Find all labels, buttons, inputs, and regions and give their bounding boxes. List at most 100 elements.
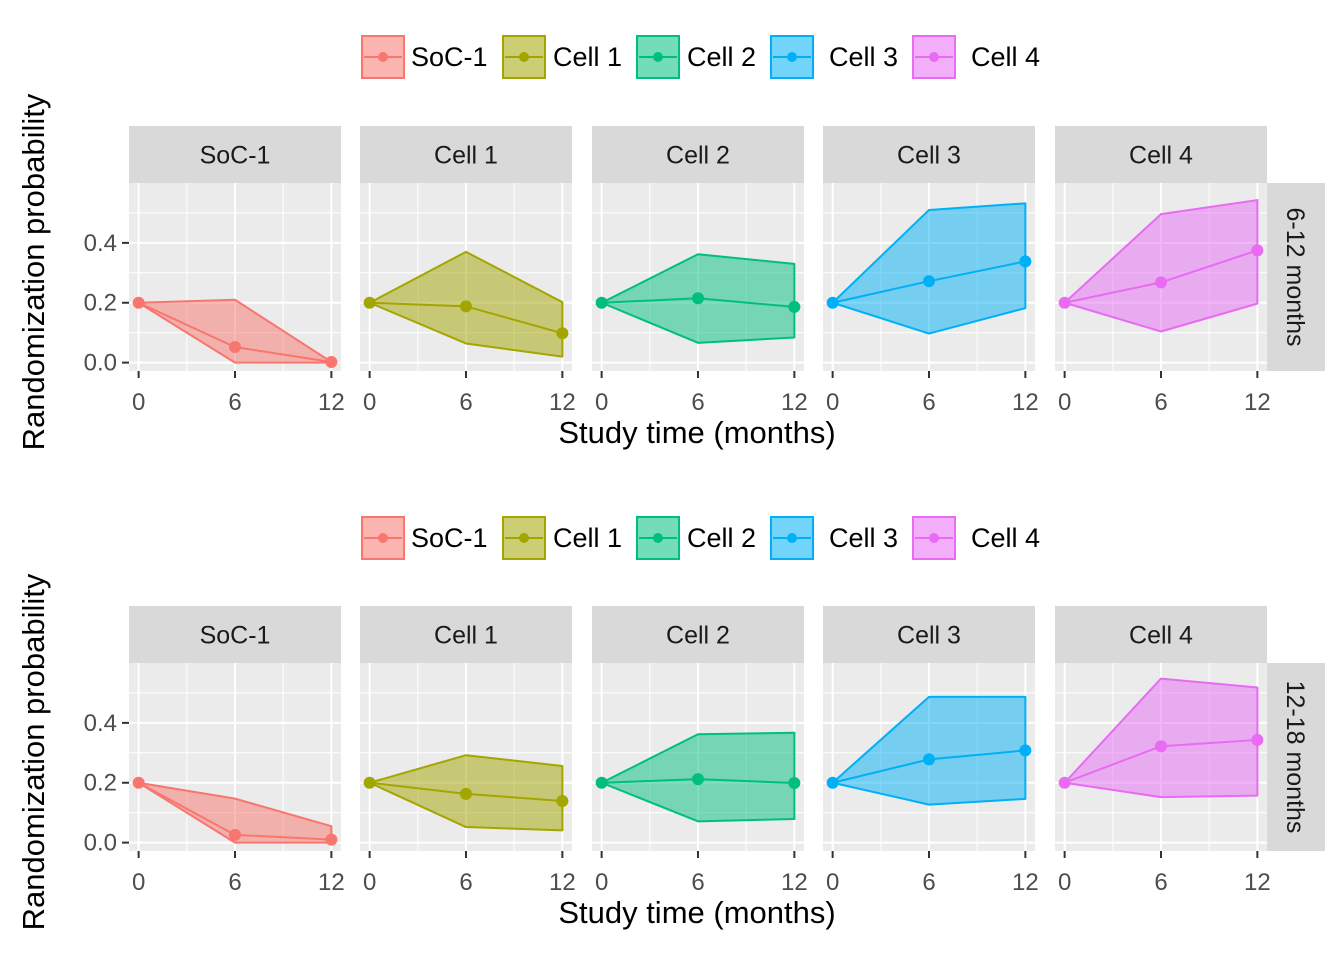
panel-strip-label: Cell 2	[666, 142, 730, 170]
legend-label-cell-2: Cell 2	[687, 523, 756, 553]
data-point	[460, 300, 472, 313]
panel-strip	[823, 126, 1035, 183]
legend-point-cell-1	[519, 533, 529, 543]
x-tick-label: 12	[781, 389, 808, 416]
data-point	[363, 296, 376, 309]
panel-strip-label: Cell 1	[434, 622, 498, 650]
panel-strip-label: Cell 4	[1129, 622, 1193, 650]
data-point	[229, 341, 241, 354]
data-point	[826, 776, 839, 789]
legend-point-soc-1	[378, 533, 388, 543]
legend-key-cell-3	[770, 516, 814, 560]
y-tick-label: 0.2	[84, 770, 117, 797]
panel-cell-2: Cell 2 0 6 12	[592, 126, 808, 416]
x-tick-label: 6	[228, 869, 241, 896]
row-strip	[1267, 183, 1325, 371]
legend-label-soc-1: SoC-1	[411, 42, 488, 72]
x-tick-label: 0	[595, 389, 608, 416]
panel-strip	[129, 126, 341, 183]
x-tick-label: 6	[459, 869, 472, 896]
panel-strip	[823, 606, 1035, 663]
data-point	[923, 753, 935, 766]
data-point	[229, 828, 241, 841]
y-tick-label: 0.0	[84, 830, 117, 857]
x-tick-label: 6	[459, 389, 472, 416]
x-tick-label: 12	[1244, 869, 1271, 896]
legend-key-cell-1	[502, 516, 546, 560]
row-strip-label: 6-12 months	[1281, 208, 1309, 347]
panel-cell-2: Cell 2 0 6 12	[592, 606, 808, 896]
data-point	[556, 327, 569, 340]
x-tick-label: 12	[1244, 389, 1271, 416]
x-tick-label: 0	[363, 869, 376, 896]
legend: SoC-1 Cell 1 Cell 2 Cell 3 Cell 4	[361, 35, 1040, 79]
panel-strip-label: Cell 4	[1129, 142, 1193, 170]
legend-point-cell-4	[929, 52, 939, 62]
data-point	[460, 787, 472, 800]
legend-key-cell-1	[502, 35, 546, 79]
x-tick-label: 0	[595, 869, 608, 896]
panel-cell-3: Cell 3 0 6 12	[823, 126, 1039, 416]
x-tick-label: 12	[318, 389, 345, 416]
legend-key-soc-1	[361, 516, 405, 560]
panel-strip-label: Cell 1	[434, 142, 498, 170]
legend: SoC-1 Cell 1 Cell 2 Cell 3 Cell 4	[361, 516, 1040, 560]
data-point	[1058, 296, 1071, 309]
data-point	[132, 776, 145, 789]
data-point	[595, 776, 608, 789]
data-point	[1251, 244, 1264, 257]
data-point	[1058, 776, 1071, 789]
panel-strip	[1055, 606, 1267, 663]
data-point	[363, 776, 376, 789]
panel-strip-label: Cell 3	[897, 622, 961, 650]
panel-soc-1: SoC-1 0 6 12	[129, 606, 345, 896]
legend-key-cell-3	[770, 35, 814, 79]
legend-key-cell-2	[636, 516, 680, 560]
legend-point-cell-4	[929, 533, 939, 543]
legend-point-soc-1	[378, 52, 388, 62]
legend-label-cell-3: Cell 3	[829, 523, 898, 553]
legend-label-cell-1: Cell 1	[553, 42, 622, 72]
x-tick-label: 0	[363, 389, 376, 416]
y-tick-label: 0.4	[84, 710, 117, 737]
data-point	[1155, 276, 1167, 289]
data-point	[1251, 733, 1264, 746]
data-point	[1019, 744, 1032, 757]
x-tick-label: 6	[691, 389, 704, 416]
chart-row-12-18-months: SoC-1 Cell 1 Cell 2 Cell 3 Cell 4 Randomizati…	[16, 516, 1325, 930]
legend-label-cell-1: Cell 1	[553, 523, 622, 553]
data-point	[325, 833, 338, 846]
panel-strip	[592, 606, 804, 663]
x-tick-label: 12	[1012, 389, 1039, 416]
x-tick-label: 0	[1058, 389, 1071, 416]
y-axis-title: Randomization probability	[16, 93, 51, 450]
x-tick-label: 6	[1154, 389, 1167, 416]
data-point	[788, 300, 801, 313]
data-point	[692, 292, 704, 305]
data-point	[595, 296, 608, 309]
data-point	[1019, 255, 1032, 268]
panel-cell-4: Cell 4 0 6 12	[1055, 126, 1271, 416]
legend-point-cell-2	[653, 52, 663, 62]
panel-strip	[129, 606, 341, 663]
x-tick-label: 6	[922, 869, 935, 896]
data-point	[325, 356, 338, 369]
x-tick-label: 6	[228, 389, 241, 416]
row-strip-label: 12-18 months	[1281, 681, 1309, 834]
panel-strip-label: Cell 3	[897, 142, 961, 170]
panel-cell-4: Cell 4 0 6 12	[1055, 606, 1271, 896]
x-tick-label: 0	[132, 389, 145, 416]
legend-label-cell-2: Cell 2	[687, 42, 756, 72]
legend-key-cell-4	[912, 516, 956, 560]
legend-point-cell-3	[787, 52, 797, 62]
legend-point-cell-1	[519, 52, 529, 62]
x-tick-label: 12	[549, 869, 576, 896]
data-point	[826, 296, 839, 309]
x-tick-label: 6	[922, 389, 935, 416]
panel-strip-label: SoC-1	[200, 622, 271, 650]
panel-soc-1: SoC-1 0 6 12	[129, 126, 345, 416]
data-point	[692, 773, 704, 786]
legend-key-soc-1	[361, 35, 405, 79]
x-axis-title: Study time (months)	[558, 895, 835, 930]
x-axis-title: Study time (months)	[558, 415, 835, 450]
